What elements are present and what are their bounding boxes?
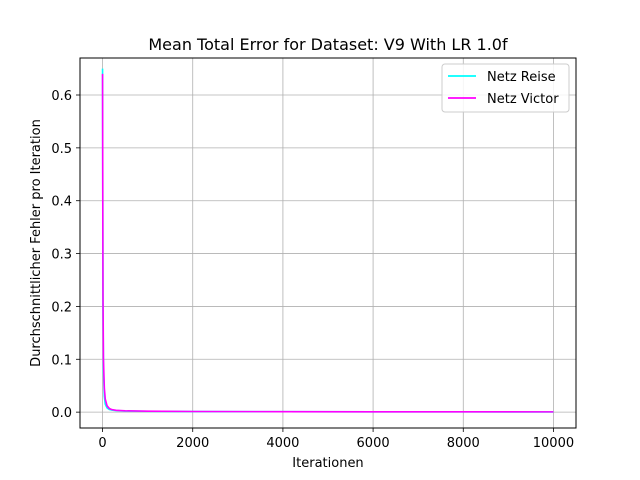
y-tick-label: 0.2 [51, 300, 72, 315]
y-tick-label: 0.3 [51, 248, 72, 263]
y-tick-label: 0.6 [51, 89, 72, 104]
x-axis-label: Iterationen [292, 456, 363, 471]
y-axis-label: Durchschnittlicher Fehler pro Iteration [29, 119, 44, 367]
x-tick-label: 10000 [533, 436, 574, 451]
legend: Netz Reise Netz Victor [441, 63, 570, 113]
x-tick-label: 2000 [176, 436, 209, 451]
legend-entries: Netz Reise Netz Victor [448, 70, 559, 107]
series-line [101, 73, 554, 413]
x-axis-ticks: 0 2000 4000 6000 8000 10000 [98, 428, 574, 451]
grid [80, 58, 576, 428]
x-tick-label: 6000 [357, 436, 390, 451]
y-tick-label: 0.4 [51, 195, 72, 210]
y-tick-label: 0.1 [51, 353, 72, 368]
y-tick-label: 0.5 [51, 142, 72, 157]
x-tick-label: 8000 [447, 436, 480, 451]
series-lines [101, 68, 554, 413]
chart-title: Mean Total Error for Dataset: V9 With LR… [148, 35, 508, 54]
y-tick-label: 0.0 [51, 406, 72, 421]
plot-frame [79, 57, 577, 429]
x-tick-label: 0 [98, 436, 106, 451]
legend-label: Netz Reise [487, 70, 556, 85]
y-axis-ticks: 0.0 0.1 0.2 0.3 0.4 0.5 0.6 [51, 89, 80, 421]
x-tick-label: 4000 [266, 436, 299, 451]
legend-label: Netz Victor [487, 92, 559, 107]
